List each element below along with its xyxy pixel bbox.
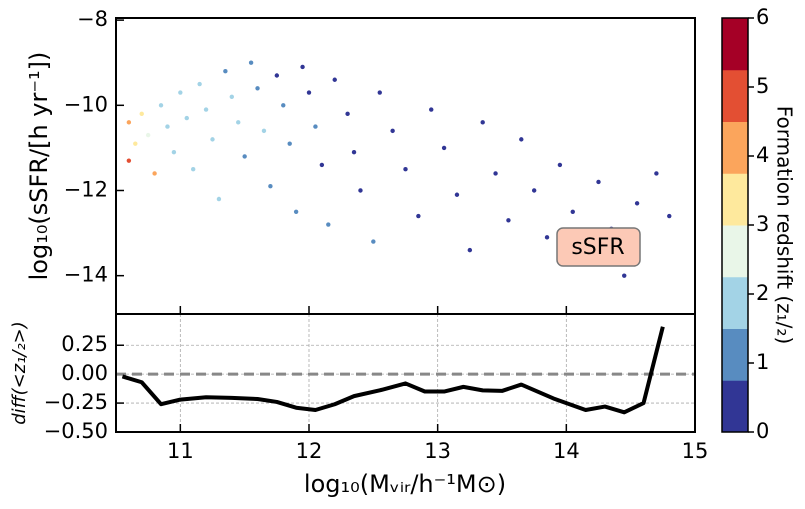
point	[178, 90, 183, 95]
x-tick-label: 12	[296, 439, 323, 463]
colorbar-bin	[722, 276, 748, 329]
y-tick-label: −14	[64, 263, 108, 287]
point	[441, 145, 447, 151]
point	[319, 162, 325, 168]
y-tick-label: −12	[64, 177, 108, 201]
y-tick-label: −0.50	[44, 419, 108, 443]
point	[544, 235, 550, 240]
point	[274, 73, 280, 78]
point	[223, 69, 228, 74]
colorbar-bin	[722, 121, 748, 174]
x-label: log₁₀(Mᵥᵢᵣ/h⁻¹M⊙)	[304, 470, 506, 498]
point	[654, 171, 659, 176]
point	[634, 201, 640, 206]
point	[197, 81, 202, 87]
point	[429, 107, 434, 112]
annotation: sSFR	[571, 235, 624, 260]
point	[203, 107, 209, 112]
colorbar-bin	[722, 18, 748, 71]
point	[126, 158, 132, 163]
y-tick-label: −0.25	[44, 390, 108, 414]
point	[332, 77, 337, 82]
colorbar-tick-label: 5	[756, 74, 769, 98]
point	[287, 141, 292, 146]
point	[377, 90, 382, 95]
point	[326, 222, 331, 227]
point	[358, 188, 363, 193]
point	[171, 149, 177, 155]
point	[390, 128, 395, 134]
point	[152, 171, 157, 176]
point	[416, 213, 421, 219]
point	[667, 213, 672, 219]
point	[158, 103, 164, 108]
point	[261, 128, 267, 134]
point	[467, 247, 473, 253]
x-tick-label: 14	[553, 439, 580, 463]
y-tick-label: −10	[64, 92, 108, 116]
point	[184, 115, 189, 121]
point	[236, 120, 241, 125]
point	[345, 111, 350, 117]
point	[403, 166, 408, 172]
point	[248, 60, 254, 65]
point	[165, 124, 170, 129]
point	[133, 141, 138, 146]
point	[351, 149, 357, 155]
annotation-box	[556, 227, 641, 267]
x-tick-label: 15	[682, 439, 709, 463]
point	[216, 196, 222, 202]
y-tick-label: 0.25	[61, 332, 108, 356]
colorbar-tick-label: 6	[756, 5, 769, 29]
point	[454, 192, 460, 197]
point	[313, 124, 318, 129]
point	[622, 273, 627, 278]
panel-frame	[115, 313, 696, 433]
point	[255, 86, 260, 91]
point	[570, 209, 575, 214]
x-tick-label: 13	[424, 439, 451, 463]
point	[268, 184, 273, 189]
line	[121, 326, 665, 415]
point	[139, 111, 144, 117]
point	[126, 120, 132, 125]
y-tick-label: 0.00	[61, 361, 108, 385]
point	[293, 209, 299, 214]
point	[242, 154, 247, 159]
point	[210, 137, 215, 142]
panel-frame	[115, 17, 696, 315]
point	[145, 132, 151, 138]
colorbar-tick-label: 1	[756, 350, 769, 374]
point	[191, 166, 196, 172]
point	[531, 188, 537, 193]
point	[519, 137, 524, 142]
point	[480, 120, 485, 125]
colorbar-label: Formation redshift (z₁/₂)	[773, 106, 797, 345]
colorbar-tick-label: 0	[756, 419, 769, 443]
point	[493, 171, 498, 176]
colorbar-bin	[722, 69, 748, 122]
point	[557, 162, 563, 168]
point	[281, 103, 286, 108]
colorbar-tick-label: 3	[756, 212, 769, 236]
point	[229, 94, 234, 99]
colorbar-tick-label: 2	[756, 281, 769, 305]
bottom-y-label: diff(<z₁/₂>)	[9, 321, 30, 425]
point	[306, 90, 312, 95]
point	[506, 218, 511, 223]
x-tick-label: 11	[167, 439, 194, 463]
colorbar-bin	[722, 173, 748, 226]
point	[300, 64, 305, 70]
colorbar-bin	[722, 328, 748, 381]
colorbar-bin	[722, 225, 748, 278]
colorbar-tick-label: 4	[756, 143, 769, 167]
top-y-label: log₁₀(sSFR/[h yr⁻¹])	[25, 52, 53, 281]
point	[371, 239, 376, 244]
y-tick-label: −8	[77, 7, 108, 31]
point	[596, 179, 601, 185]
colorbar-bin	[722, 380, 748, 433]
